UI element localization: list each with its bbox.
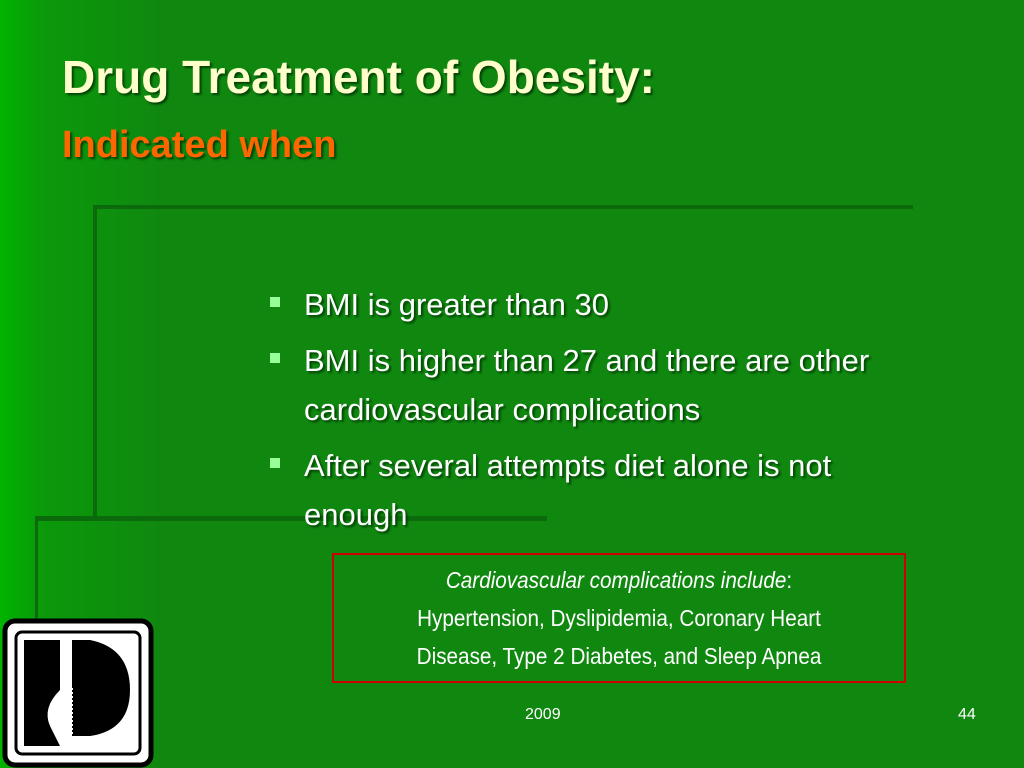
- title: Drug Treatment of Obesity:: [62, 51, 655, 103]
- note-colon: :: [786, 567, 793, 593]
- decor-line: [95, 205, 913, 209]
- bullet-marker: [270, 297, 280, 307]
- bullet-text: BMI is higher than 27 and there are othe…: [304, 343, 870, 427]
- bullet-marker: [270, 458, 280, 468]
- subtitle: Indicated when: [62, 124, 337, 166]
- footer-date: 2009: [525, 706, 561, 723]
- note-line: Hypertension, Dyslipidemia, Coronary Hea…: [417, 605, 821, 631]
- note-lead-line: Cardiovascular complications include:: [363, 561, 876, 599]
- bullet-list: BMI is greater than 30 BMI is higher than…: [268, 280, 948, 546]
- bullet-item: BMI is greater than 30: [268, 280, 948, 329]
- bullet-text: BMI is greater than 30: [304, 287, 609, 322]
- note-line: Disease, Type 2 Diabetes, and Sleep Apne…: [416, 643, 822, 669]
- bullet-text: After several attempts diet alone is not…: [304, 448, 832, 532]
- note-lead: Cardiovascular complications include: [445, 567, 787, 593]
- decor-line: [93, 205, 97, 520]
- logo: [2, 618, 154, 768]
- bullet-marker: [270, 353, 280, 363]
- decor-line: [35, 516, 547, 521]
- page-number: 44: [958, 706, 976, 723]
- bullet-item: BMI is higher than 27 and there are othe…: [268, 336, 948, 434]
- bullet-item: After several attempts diet alone is not…: [268, 441, 948, 539]
- note-box: Cardiovascular complications include: Hy…: [332, 553, 906, 683]
- decor-line: [35, 516, 38, 626]
